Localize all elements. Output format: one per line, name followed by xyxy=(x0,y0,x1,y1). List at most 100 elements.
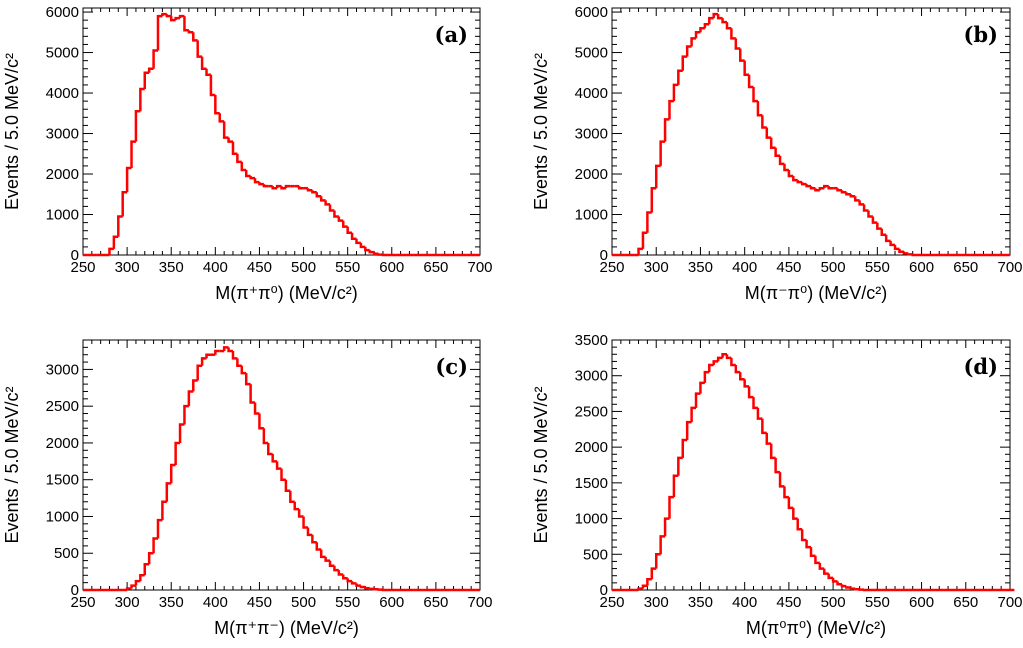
histogram-bin xyxy=(293,501,300,511)
histogram-bin xyxy=(712,360,719,365)
y-tick-label: 2500 xyxy=(46,398,79,415)
plot-frame xyxy=(82,7,481,256)
y-tick-label: 500 xyxy=(583,546,608,563)
histogram-bin xyxy=(681,55,688,71)
plot-frame xyxy=(82,339,481,591)
y-tick-label: 5000 xyxy=(46,45,79,62)
histogram-bin xyxy=(893,244,900,251)
x-tick-label: 250 xyxy=(70,259,95,276)
histogram-bin xyxy=(787,497,794,510)
histogram-bin xyxy=(227,347,233,353)
histogram-bin xyxy=(783,486,789,499)
histogram-bin xyxy=(730,28,736,40)
x-tick-label: 400 xyxy=(732,594,757,611)
histogram-bin xyxy=(778,155,785,166)
x-tick-label: 250 xyxy=(70,594,95,611)
histogram-bin xyxy=(174,16,181,21)
x-axis-label: M(π⁻π⁰) (MeV/c²) xyxy=(745,283,888,303)
histogram-bin xyxy=(681,438,688,458)
histogram-bin xyxy=(725,354,732,360)
histogram-bin xyxy=(342,574,348,580)
histogram-bin xyxy=(152,537,158,554)
panel-label: (a) xyxy=(435,22,468,47)
histogram-bin xyxy=(143,71,150,89)
histogram-bin xyxy=(147,67,154,73)
histogram-bin xyxy=(169,463,176,484)
histogram-bin xyxy=(117,215,123,237)
histogram-bin xyxy=(275,461,282,470)
histogram-bin xyxy=(328,560,335,567)
histogram-bin xyxy=(350,581,357,585)
y-tick-label: 3000 xyxy=(46,126,79,143)
histogram-bin xyxy=(275,184,282,189)
histogram-bin xyxy=(227,137,233,143)
y-tick-label: 3000 xyxy=(575,368,608,385)
histogram-bin xyxy=(756,101,763,117)
y-tick-label: 1000 xyxy=(46,508,79,525)
histogram-bin xyxy=(364,246,370,252)
histogram-bin xyxy=(646,578,652,586)
histogram-bin xyxy=(730,357,736,367)
histogram-bin xyxy=(849,587,856,590)
histogram-bin xyxy=(827,573,834,580)
y-tick-label: 2000 xyxy=(46,435,79,452)
histogram-bin xyxy=(814,555,820,565)
histogram-bin xyxy=(187,390,194,407)
y-tick-label: 1000 xyxy=(46,207,79,224)
y-tick-label: 2000 xyxy=(575,439,608,456)
histogram-bin xyxy=(346,578,353,583)
x-tick-label: 300 xyxy=(115,259,140,276)
histogram-bin xyxy=(214,95,220,115)
histogram-bin xyxy=(297,186,304,190)
histogram-bin xyxy=(672,474,679,498)
x-tick-label: 650 xyxy=(423,259,448,276)
histogram-bin xyxy=(161,500,167,521)
histogram-bin xyxy=(637,247,643,255)
histogram-series xyxy=(612,353,1015,592)
histogram-bin xyxy=(284,184,291,189)
histogram-bin xyxy=(324,556,331,562)
histogram-bin xyxy=(743,379,750,388)
y-tick-label: 4000 xyxy=(575,85,608,102)
histogram-bin xyxy=(271,186,278,190)
x-tick-label: 500 xyxy=(291,594,316,611)
histogram-bin xyxy=(240,161,247,172)
x-axis-label: M(π⁺π⁰) (MeV/c²) xyxy=(215,283,358,303)
histogram-bin xyxy=(200,357,207,366)
histogram-bin xyxy=(368,250,375,254)
histogram-bin xyxy=(253,402,260,415)
histogram-bin xyxy=(262,184,269,188)
histogram-bin xyxy=(152,49,158,69)
x-tick-label: 650 xyxy=(423,594,448,611)
histogram-bin xyxy=(346,226,353,234)
histogram-bin xyxy=(178,423,185,443)
histogram-bin xyxy=(659,140,666,166)
histogram-bin xyxy=(778,472,785,488)
x-tick-label: 500 xyxy=(821,259,846,276)
histogram-bin xyxy=(734,38,741,50)
histogram-bin xyxy=(703,22,710,29)
histogram-bin xyxy=(372,252,379,256)
histogram-bin xyxy=(792,176,798,182)
histogram-bin xyxy=(637,587,643,590)
histogram-bin xyxy=(302,516,308,529)
histogram-bin xyxy=(747,74,754,89)
histogram-bin xyxy=(840,190,847,194)
histogram-bin xyxy=(677,69,683,85)
y-tick-label: 1000 xyxy=(575,511,608,528)
histogram-bin xyxy=(668,99,674,120)
histogram-bin xyxy=(858,200,865,206)
histogram-bin xyxy=(703,370,710,383)
histogram-bin xyxy=(218,113,225,123)
y-tick-label: 0 xyxy=(600,582,608,599)
histogram-bin xyxy=(721,18,727,24)
histogram-bin xyxy=(845,586,851,589)
histogram-bin xyxy=(368,587,375,591)
histogram-bin xyxy=(280,468,286,481)
histogram-bin xyxy=(708,16,714,25)
histogram-bin xyxy=(377,253,383,256)
histogram-bin xyxy=(130,584,136,589)
histogram-bin xyxy=(853,196,860,202)
y-tick-label: 3000 xyxy=(46,361,79,378)
